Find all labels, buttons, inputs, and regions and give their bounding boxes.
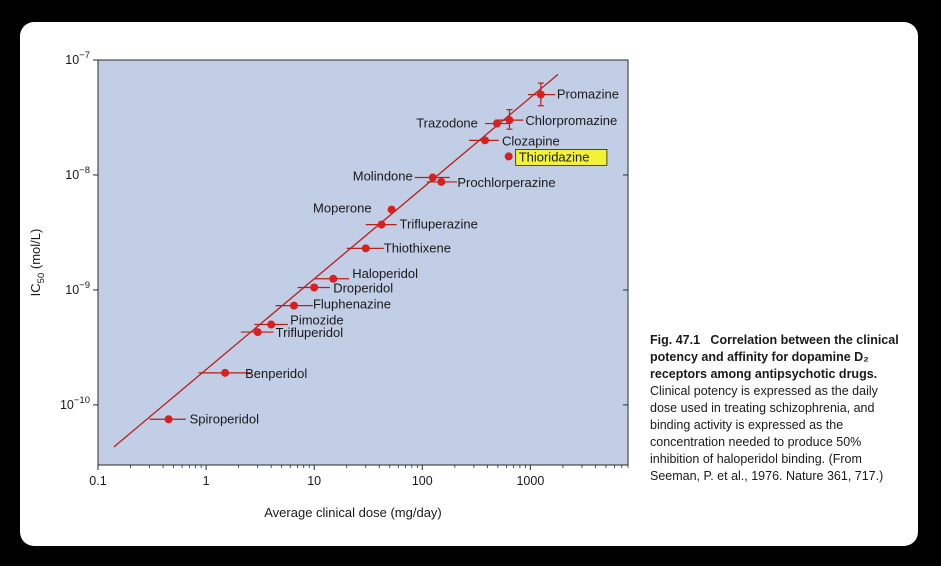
label-benperidol: Benperidol: [245, 366, 307, 381]
label-spiroperidol: Spiroperidol: [190, 411, 259, 426]
x-tick-label: 10: [307, 474, 321, 488]
point-prochlorperazine: [437, 177, 446, 186]
ic50-vs-dose-chart: Spiroperidol Benperidol TrifluperidolPimoz…: [28, 50, 629, 520]
point-trifluperazine: [377, 220, 386, 229]
plot-area: [97, 59, 629, 466]
label-thioridazine: Thioridazine: [519, 149, 590, 164]
caption-title: Fig. 47.1 Correlation between the clinic…: [650, 333, 899, 381]
y-tick-label: 10−8: [65, 165, 90, 182]
label-clozapine: Clozapine: [502, 133, 560, 148]
label-trazodone: Trazodone: [416, 116, 478, 131]
label-chlorpromazine: Chlorpromazine: [525, 113, 617, 128]
y-tick-label: 10−9: [65, 280, 90, 297]
label-trifluperidol: Trifluperidol: [276, 325, 344, 340]
label-droperidol: Droperidol: [333, 280, 393, 295]
y-axis-title: IC50 (mol/L): [28, 229, 47, 297]
point-droperidol: [310, 283, 319, 292]
x-tick-label: 100: [412, 474, 433, 488]
point-promazine: [536, 90, 545, 99]
label-fluphenazine: Fluphenazine: [313, 297, 391, 312]
point-moperone: [387, 205, 396, 214]
label-molindone: Molindone: [353, 169, 413, 184]
caption-body: Clinical potency is expressed as the dai…: [650, 384, 884, 483]
label-haloperidol: Haloperidol: [352, 266, 418, 281]
figure-caption: Fig. 47.1 Correlation between the clinic…: [650, 332, 905, 485]
label-trifluperazine: Trifluperazine: [400, 217, 478, 232]
x-tick-label: 1: [203, 474, 210, 488]
y-tick-label: 10−7: [65, 50, 90, 67]
label-moperone: Moperone: [313, 201, 372, 216]
point-fluphenazine: [289, 301, 298, 310]
x-axis-title: Average clinical dose (mg/day): [264, 505, 442, 520]
point-haloperidol: [329, 274, 338, 283]
point-trifluperidol: [253, 328, 262, 337]
x-tick-label: 0.1: [89, 474, 106, 488]
regression-line: [113, 73, 559, 448]
point-chlorpromazine: [505, 116, 514, 125]
x-tick-label: 1000: [516, 474, 544, 488]
y-tick-label: 10−10: [60, 395, 90, 412]
label-thiothixene: Thiothixene: [384, 240, 451, 255]
label-prochlorperazine: Prochlorperazine: [457, 175, 555, 190]
point-pimozide: [267, 320, 276, 329]
point-thiothixene: [361, 244, 370, 253]
point-molindone: [428, 173, 437, 182]
point-trazodone: [492, 119, 501, 128]
label-promazine: Promazine: [557, 87, 619, 102]
point-clozapine: [480, 136, 489, 145]
point-benperidol: [221, 368, 230, 377]
point-thioridazine: [504, 152, 513, 161]
label-pimozide: Pimozide: [290, 313, 343, 328]
highlight-box-thioridazine: [515, 149, 608, 166]
point-spiroperidol: [164, 415, 173, 424]
